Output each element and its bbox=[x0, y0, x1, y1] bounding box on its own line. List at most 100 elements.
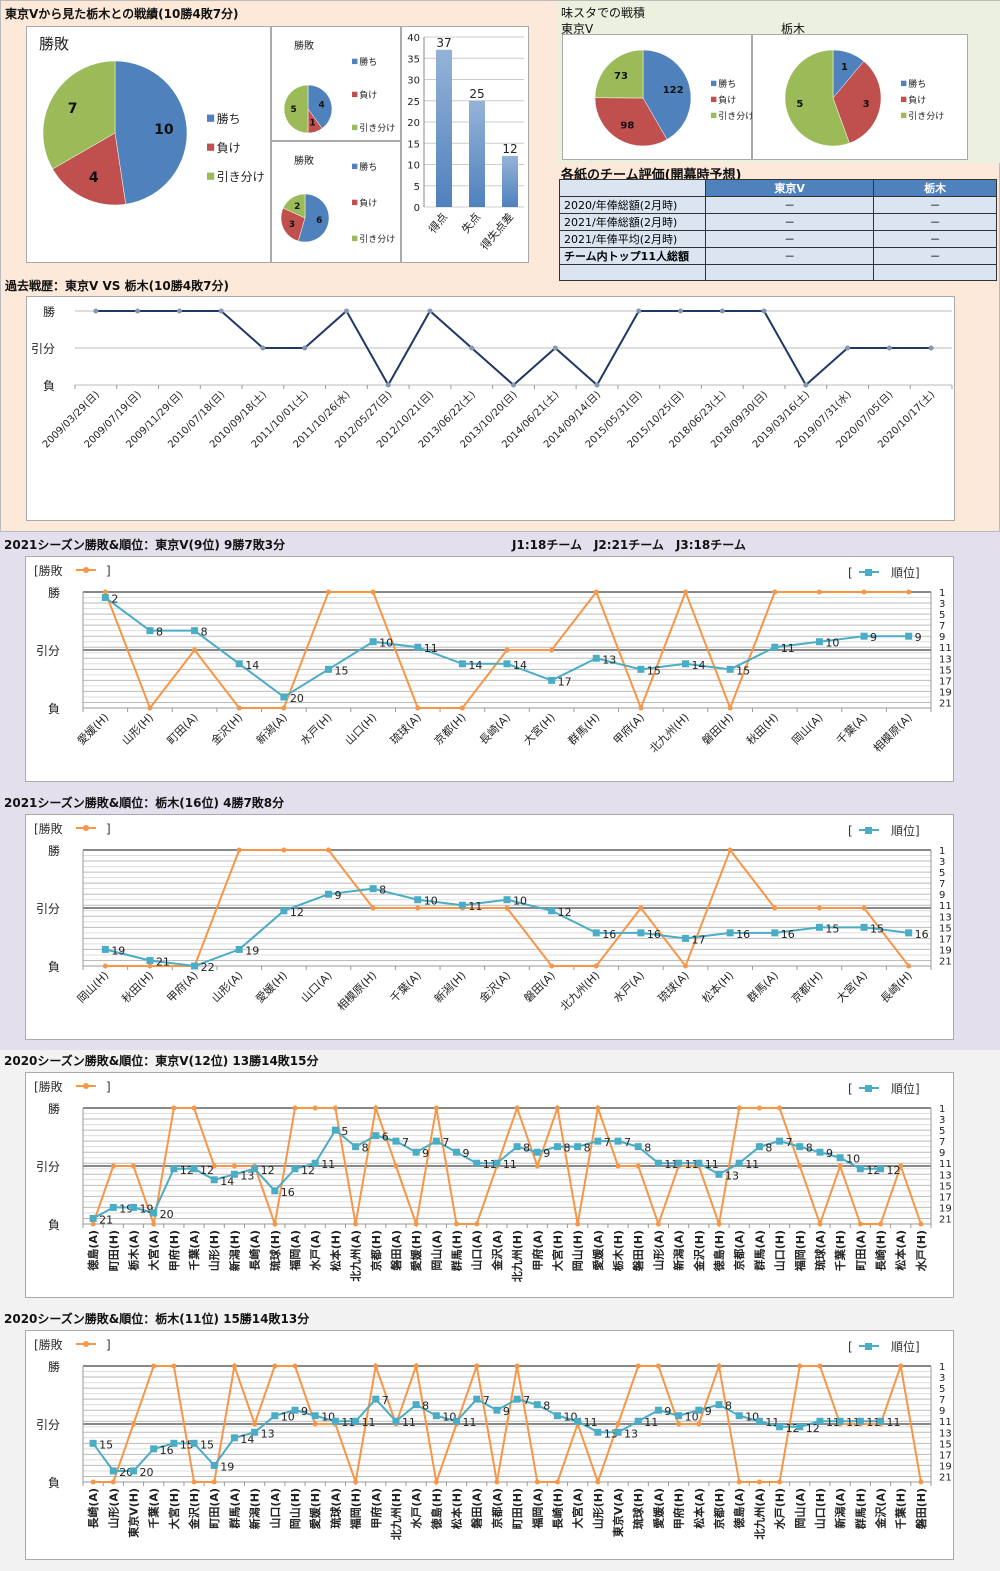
evaluation-row: 2021/年俸平均(2月時) －－ bbox=[559, 230, 997, 248]
rank-y-tick: 5 bbox=[939, 610, 945, 621]
rank-point bbox=[453, 1417, 461, 1425]
legend-swatch-draw bbox=[207, 172, 215, 180]
result-point bbox=[727, 847, 733, 853]
bar-1 bbox=[469, 100, 485, 207]
rank-point bbox=[414, 643, 422, 651]
x-label: 北九州(H) bbox=[558, 969, 602, 1013]
rank-data-label: 20 bbox=[139, 1466, 153, 1479]
tochigi-2021-title: 2021シーズン勝敗&順位：栃木(16位) 4勝7敗8分 bbox=[4, 796, 285, 810]
x-label: 琉球(A) bbox=[328, 1488, 342, 1529]
rank-data-label: 11 bbox=[402, 1416, 416, 1429]
x-label: 山口(H) bbox=[813, 1488, 827, 1529]
result-point bbox=[861, 905, 867, 911]
history-point bbox=[260, 345, 266, 351]
rank-point bbox=[271, 1187, 279, 1195]
result-point bbox=[130, 1421, 136, 1427]
rank-data-label: 7 bbox=[624, 1136, 631, 1149]
result-y-tick: 勝 bbox=[48, 585, 60, 600]
rank-point bbox=[654, 1159, 662, 1167]
evaluation-row-label: 2020/年俸総額(2月時) bbox=[559, 196, 706, 214]
rank-data-label: 12 bbox=[866, 1164, 880, 1177]
bar-y-tick: 25 bbox=[407, 97, 420, 108]
rank-data-label: 17 bbox=[558, 675, 572, 688]
rank-point bbox=[877, 1165, 885, 1173]
rank-data-label: 20 bbox=[160, 1208, 174, 1221]
result-point bbox=[615, 1421, 621, 1427]
rank-point bbox=[352, 1417, 360, 1425]
pie-data-label: 5 bbox=[796, 99, 803, 110]
rank-point bbox=[230, 1170, 238, 1178]
result-point bbox=[716, 1363, 722, 1369]
x-label: 長崎(A) bbox=[86, 1488, 100, 1529]
rank-data-label: 8 bbox=[422, 1400, 429, 1413]
x-label: 金沢(H) bbox=[208, 710, 245, 747]
x-label: 相模原(H) bbox=[335, 969, 379, 1013]
result-point bbox=[683, 963, 689, 969]
rank-point bbox=[251, 1428, 259, 1436]
x-label: 甲府(H) bbox=[167, 1230, 181, 1271]
result-point bbox=[211, 1163, 217, 1169]
rank-data-label: 15 bbox=[200, 1438, 214, 1451]
evaluation-tokyo-value: － bbox=[704, 213, 875, 231]
result-point bbox=[857, 1221, 863, 1227]
x-label: 琉球(A) bbox=[387, 710, 424, 747]
evaluation-header-row: 東京V 栃木 bbox=[559, 179, 997, 197]
x-label: 千葉(A) bbox=[187, 1230, 201, 1271]
rank-data-label: 16 bbox=[647, 928, 661, 941]
rank-data-label: 11 bbox=[781, 642, 795, 655]
legend-swatch-draw bbox=[711, 112, 717, 119]
result-y-tick: 引分 bbox=[36, 1418, 60, 1432]
rank-point bbox=[432, 1137, 440, 1145]
rank-y-tick: 13 bbox=[939, 654, 952, 665]
rank-point bbox=[533, 1148, 541, 1156]
rank-point bbox=[191, 627, 199, 635]
rank-data-label: 10 bbox=[563, 1411, 577, 1424]
pie-data-label: 98 bbox=[620, 120, 634, 131]
x-label: 山形(A) bbox=[106, 1488, 120, 1529]
history-point bbox=[803, 382, 809, 388]
x-label: 琉球(H) bbox=[631, 1488, 645, 1529]
result-point bbox=[147, 963, 153, 969]
x-label: 新潟(A) bbox=[833, 1488, 847, 1529]
bar-x-label: 失点 bbox=[459, 211, 483, 236]
rank-point bbox=[675, 1412, 683, 1420]
result-point bbox=[575, 1221, 581, 1227]
bar-y-tick: 35 bbox=[407, 54, 420, 65]
evaluation-tochigi-value: － bbox=[873, 213, 997, 231]
rank-data-label: 11 bbox=[664, 1158, 678, 1171]
result-point bbox=[236, 847, 242, 853]
rank-point bbox=[877, 1417, 885, 1425]
rank-y-tick: 17 bbox=[939, 934, 952, 945]
stadium-tochigi-label: 栃木 bbox=[781, 22, 806, 36]
rank-point bbox=[816, 1148, 824, 1156]
rank-y-tick: 17 bbox=[939, 1450, 952, 1461]
pie-data-label: 1 bbox=[841, 62, 848, 73]
pie-data-label: 3 bbox=[289, 220, 295, 230]
x-label: 長崎(H) bbox=[877, 968, 914, 1005]
rank-y-tick: 5 bbox=[939, 868, 945, 879]
rank-point bbox=[776, 1423, 784, 1431]
rank-y-tick: 9 bbox=[939, 632, 945, 643]
bar-y-tick: 30 bbox=[407, 76, 420, 87]
x-label: 栃木(H) bbox=[611, 1230, 625, 1271]
x-label: 徳島(A) bbox=[732, 1488, 746, 1530]
result-point bbox=[281, 847, 287, 853]
legend-label: 勝ち bbox=[718, 78, 736, 90]
rank-data-label: 8 bbox=[379, 884, 386, 897]
result-point bbox=[638, 705, 644, 711]
rank-y-tick: 17 bbox=[939, 1192, 952, 1203]
result-point bbox=[817, 1363, 823, 1369]
rank-point bbox=[392, 1137, 400, 1145]
pie-data-label: 10 bbox=[154, 122, 174, 138]
x-label: 水戸(A) bbox=[409, 1488, 423, 1529]
evaluation-col-tochigi: 栃木 bbox=[873, 179, 997, 197]
result-point bbox=[474, 1221, 480, 1227]
rank-data-label: 13 bbox=[604, 1427, 618, 1440]
rank-data-label: 22 bbox=[201, 961, 215, 974]
pie-slice-draw bbox=[282, 193, 306, 219]
rank-point bbox=[513, 1395, 521, 1403]
history-point bbox=[636, 308, 642, 314]
rank-y-tick: 21 bbox=[939, 1214, 952, 1225]
rank-point bbox=[856, 1417, 864, 1425]
x-label: 愛媛(H) bbox=[253, 968, 290, 1005]
